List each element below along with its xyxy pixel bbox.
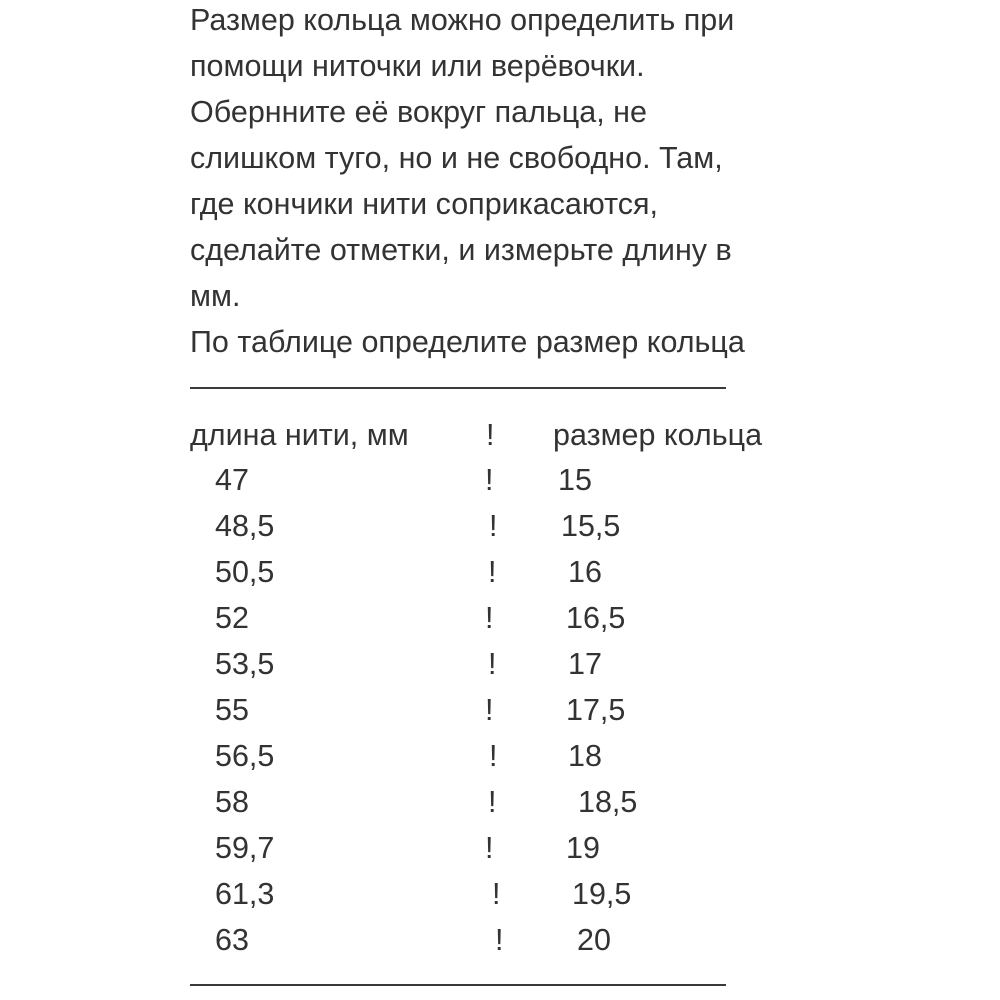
size-cell: 16 [568,555,602,589]
separator-cell: ! [488,647,497,681]
divider-top [190,387,726,389]
intro-line: где кончики нити соприкасаются, [190,187,658,221]
intro-line: помощи ниточки или верёвочки. [190,49,645,83]
separator-cell: ! [489,739,498,773]
size-cell: 15,5 [561,509,621,543]
separator-cell: ! [485,601,494,635]
separator-cell: ! [495,923,504,957]
size-cell: 20 [577,923,611,957]
length-cell: 47 [215,463,249,497]
size-cell: 19,5 [572,877,632,911]
size-cell: 18 [568,739,602,773]
length-cell: 56,5 [215,739,275,773]
header-separator: ! [486,418,495,452]
size-cell: 16,5 [566,601,626,635]
separator-cell: ! [485,693,494,727]
header-size: размер кольца [553,418,763,452]
intro-line: слишком туго, но и не свободно. Там, [190,141,723,175]
intro-line: сделайте отметки, и измерьте длину в [190,233,732,267]
intro-line: мм. [190,279,241,313]
intro-line: Размер кольца можно определить при [190,3,735,37]
length-cell: 48,5 [215,509,275,543]
separator-cell: ! [485,831,494,865]
intro-line: Обернните её вокруг пальца, не [190,95,647,129]
divider-bottom [190,984,726,986]
separator-cell: ! [492,877,501,911]
length-cell: 61,3 [215,877,275,911]
length-cell: 63 [215,923,249,957]
length-cell: 58 [215,785,249,819]
length-cell: 55 [215,693,249,727]
length-cell: 52 [215,601,249,635]
length-cell: 53,5 [215,647,275,681]
length-cell: 59,7 [215,831,275,865]
separator-cell: ! [485,463,494,497]
separator-cell: ! [488,555,497,589]
size-cell: 19 [566,831,600,865]
intro-line: По таблице определите размер кольца [190,325,745,359]
size-cell: 17,5 [566,693,626,727]
size-cell: 18,5 [578,785,638,819]
separator-cell: ! [489,509,498,543]
length-cell: 50,5 [215,555,275,589]
size-cell: 15 [558,463,592,497]
size-cell: 17 [568,647,602,681]
header-length: длина нити, мм [190,418,409,452]
separator-cell: ! [488,785,497,819]
